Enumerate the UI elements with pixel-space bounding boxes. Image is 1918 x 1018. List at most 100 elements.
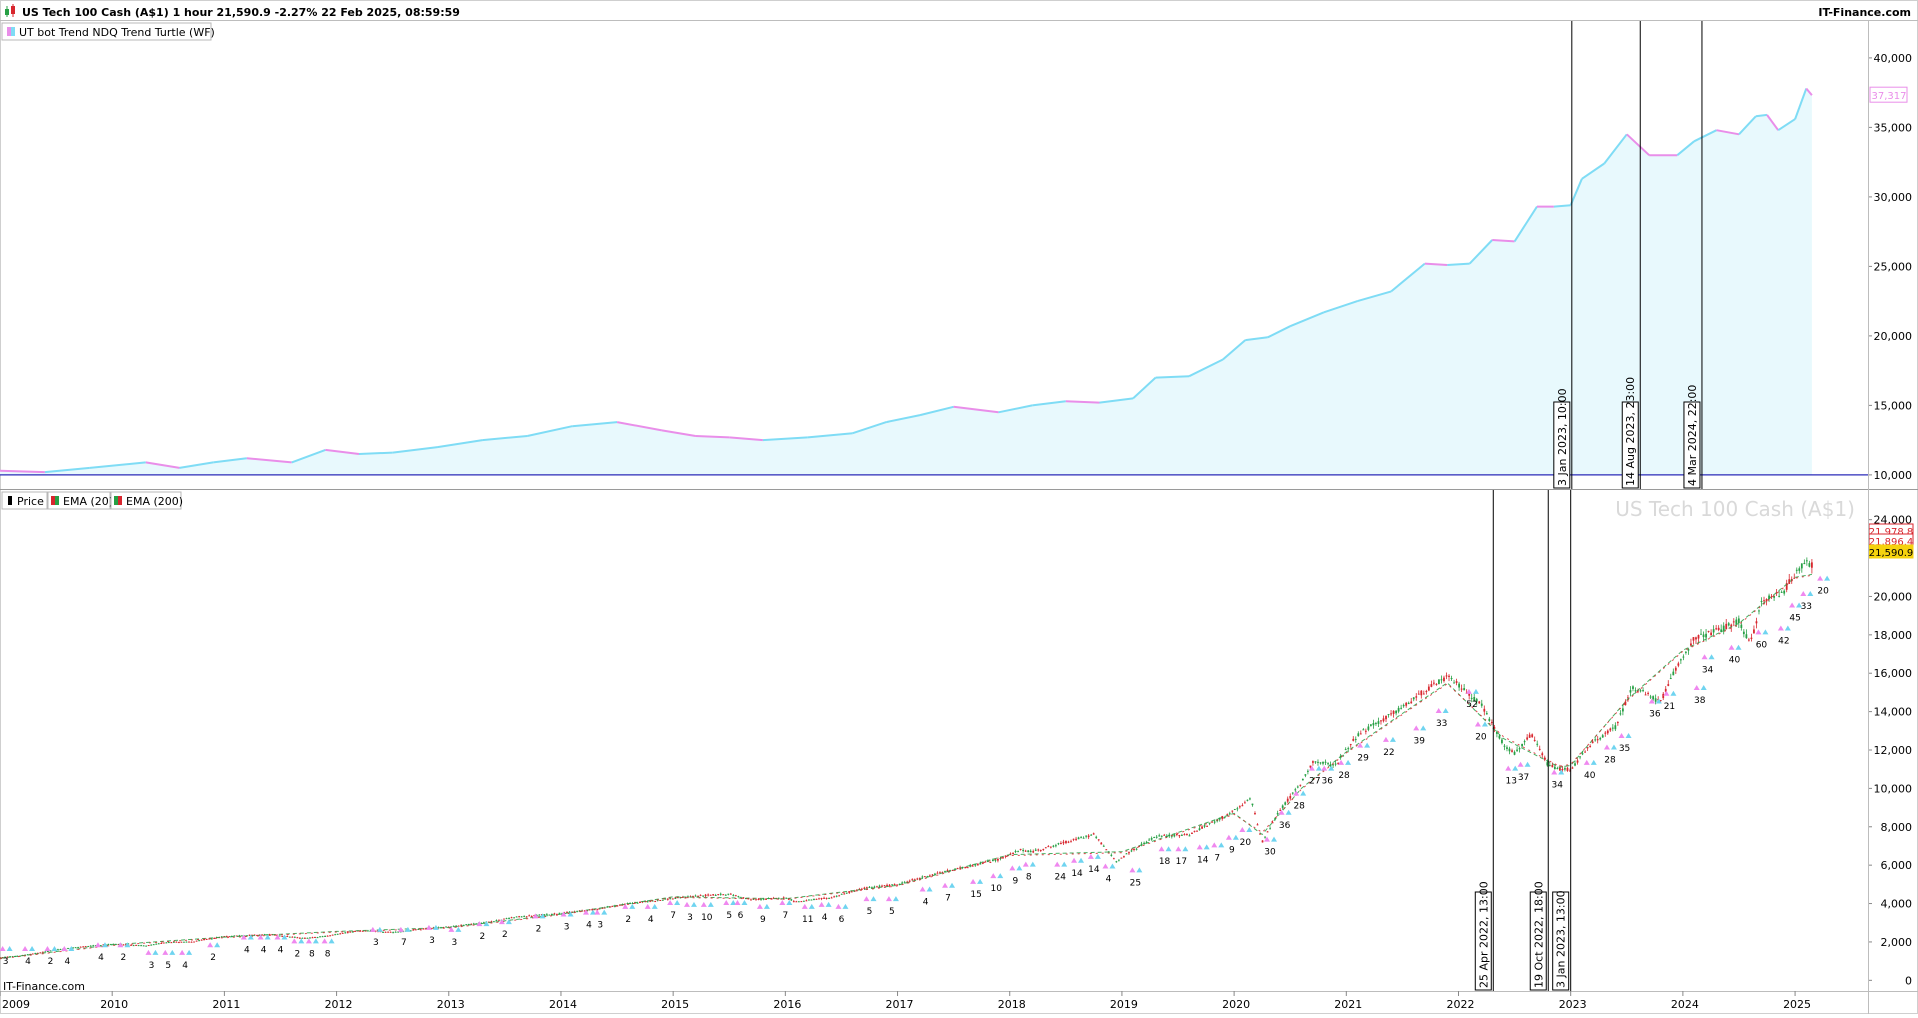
candle-body [742,897,745,899]
equity-panel[interactable]: 3 Jan 2023, 10:00 14 Aug 2023, 23:00 4 Mar… [0,21,1912,489]
sell-marker [257,934,264,940]
candle-body [414,929,417,931]
candle-body [1080,837,1082,839]
candle-body [1508,748,1511,752]
candle-body [1299,784,1302,786]
sell-marker [1817,575,1824,581]
candle-body [1760,600,1763,602]
candle-body [1501,739,1503,744]
buy-marker [312,938,319,944]
equity-line-segment [1553,204,1571,208]
candle-body [1649,696,1652,698]
candle-body [878,885,881,887]
candle-body [976,864,979,866]
buy-marker [997,873,1004,879]
candle-body [1009,853,1012,855]
candle-body [394,931,397,933]
candle-body [1702,634,1705,638]
candle-body [1385,715,1387,720]
candle-body [1344,749,1347,751]
candle-body [263,934,266,936]
trade-count-label: 45 [1789,613,1800,623]
candle-body [460,924,463,926]
sell-marker [1583,759,1590,765]
legend-ema200[interactable]: EMA (200) [110,491,183,510]
buy-marker [1481,721,1488,727]
equity-legend[interactable]: UT bot Trend NDQ Trend Turtle (WF) [1,22,215,41]
trade-count-label: 8 [309,949,315,959]
candle-body [157,943,160,945]
candle-body [399,931,402,933]
sell-marker [145,949,152,955]
candle-body [1259,833,1261,835]
trade-count-labels: 3 4 2 4 4 23 5 424 4 4 2 8 83 7 3 32 22 3 4 32 4 7 3 10 5 6 9 7 11 4 6… [0,575,1831,971]
buy-marker [825,901,832,907]
candle-body [946,870,949,872]
candle-body [994,859,997,861]
candle-body [137,945,140,947]
equity-line-segment [1755,113,1768,118]
trade-count-label: 28 [1293,802,1305,812]
candle-body [1123,856,1125,858]
candle-body [1168,834,1171,837]
price-legend[interactable]: Price EMA (20) EMA (200) [1,491,183,510]
sell-marker [1321,765,1328,771]
candle-body [901,882,904,884]
equity-line-segment [1569,178,1583,206]
candle-body [941,871,944,873]
candle-body [1203,825,1206,827]
candle-body [41,951,44,953]
candle-body [1279,809,1282,811]
legend-ema20[interactable]: EMA (20) [47,491,113,510]
price-panel[interactable]: US Tech 100 Cash (A$1) 3 4 2 4 4 23 5 424 4 4 2 8 83… [0,490,1914,993]
candle-body [213,937,216,939]
buy-marker [690,901,697,907]
legend-price[interactable]: Price [1,491,48,510]
candle-body [533,915,536,917]
candle-body [220,936,223,938]
candle-body [611,905,614,907]
candle-body [4,956,6,958]
buy-marker [186,949,193,955]
trade-count-label: 52 [1466,700,1477,710]
candle-body [1659,700,1662,702]
trade-count-label: 5 [867,907,873,917]
equity-line-segment [527,425,573,437]
candle-body [1463,688,1466,691]
candle-body [1138,846,1140,848]
trade-count-label: 6 [738,911,744,921]
candle-body [487,921,490,923]
sell-marker [942,882,949,888]
candle-body [936,872,939,874]
candle-body [256,934,258,936]
brand-label[interactable]: IT-Finance.com [1818,6,1911,19]
sell-marker [1648,698,1655,704]
sell-marker [1789,602,1796,608]
legend-ema200-label: EMA (200) [126,495,183,508]
time-axis[interactable]: 2009 2010 2011 2012 2013 2014 2015 2016 2017 2018… [0,991,1811,1011]
candle-body [389,931,392,933]
candle-body [520,916,523,918]
candle-body [530,915,533,917]
candle-body [1553,766,1556,770]
candle-body [67,948,69,950]
trade-count-label: 10 [701,913,713,923]
candle-body [566,911,568,913]
candle-body [1060,842,1062,844]
sell-marker [498,919,505,925]
candle-body [1700,633,1702,635]
x-tick-label: 2016 [773,998,801,1011]
candle-body [1002,857,1004,859]
legend-ema20-label: EMA (20) [63,495,113,508]
trade-count-label: 7 [945,894,951,904]
y-tick-label: 25,000 [1874,260,1913,273]
sell-marker [1435,708,1442,714]
sell-marker [44,946,51,952]
candle-body [939,872,941,874]
buy-marker [1735,644,1742,650]
candle-body [556,913,558,915]
candle-body [1052,845,1055,847]
candle-body [1495,731,1498,734]
last-equity-tag [1869,86,1908,103]
